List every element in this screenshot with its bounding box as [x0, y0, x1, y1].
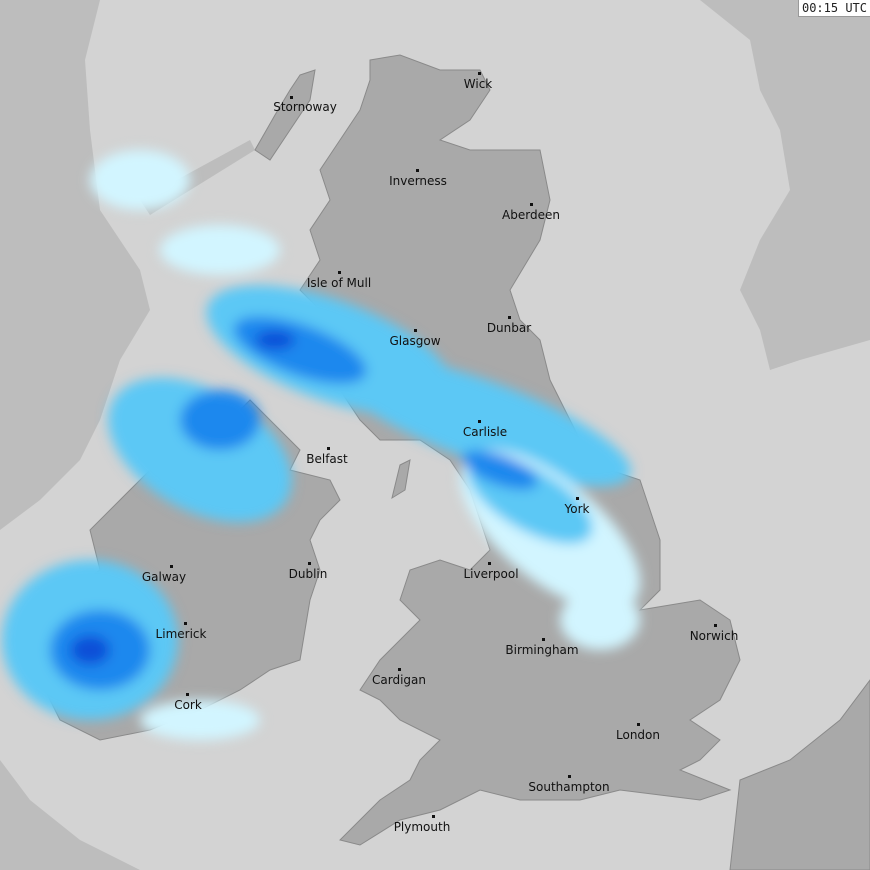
city-plymouth: Plymouth — [393, 820, 451, 834]
city-dot — [478, 420, 481, 423]
city-dot — [308, 562, 311, 565]
city-york: York — [564, 502, 590, 516]
city-dot — [508, 316, 511, 319]
city-cork: Cork — [174, 698, 202, 712]
outer-hebrides — [254, 69, 316, 161]
city-liverpool: Liverpool — [463, 567, 519, 581]
city-norwich: Norwich — [689, 629, 739, 643]
city-glasgow: Glasgow — [389, 334, 441, 348]
city-dot — [398, 668, 401, 671]
city-dot — [576, 497, 579, 500]
continental-europe — [729, 679, 870, 870]
city-aberdeen: Aberdeen — [502, 208, 560, 222]
city-dot — [327, 447, 330, 450]
city-carlisle: Carlisle — [462, 425, 508, 439]
city-dunbar: Dunbar — [486, 321, 532, 335]
city-cardigan: Cardigan — [372, 673, 426, 687]
city-inverness: Inverness — [389, 174, 447, 188]
city-galway: Galway — [141, 570, 187, 584]
city-dot — [414, 329, 417, 332]
city-london: London — [616, 728, 660, 742]
city-wick: Wick — [463, 77, 493, 91]
city-dot — [568, 775, 571, 778]
city-dot — [170, 565, 173, 568]
city-dot — [432, 815, 435, 818]
city-dot — [478, 72, 481, 75]
city-dot — [184, 622, 187, 625]
city-dot — [290, 96, 293, 99]
city-belfast: Belfast — [306, 452, 348, 466]
city-southampton: Southampton — [528, 780, 610, 794]
city-dot — [488, 562, 491, 565]
city-stornoway: Stornoway — [273, 100, 337, 114]
precipitation — [2, 150, 641, 740]
city-limerick: Limerick — [155, 627, 207, 641]
city-dublin: Dublin — [288, 567, 328, 581]
isle-of-man — [391, 459, 411, 500]
city-isle-of-mull: Isle of Mull — [306, 276, 372, 290]
city-dot — [186, 693, 189, 696]
city-dot — [714, 624, 717, 627]
city-dot — [637, 723, 640, 726]
city-dot — [542, 638, 545, 641]
city-dot — [416, 169, 419, 172]
city-dot — [338, 271, 341, 274]
city-dot — [530, 203, 533, 206]
city-birmingham: Birmingham — [505, 643, 579, 657]
timestamp-label: 00:15 UTC — [797, 0, 870, 17]
